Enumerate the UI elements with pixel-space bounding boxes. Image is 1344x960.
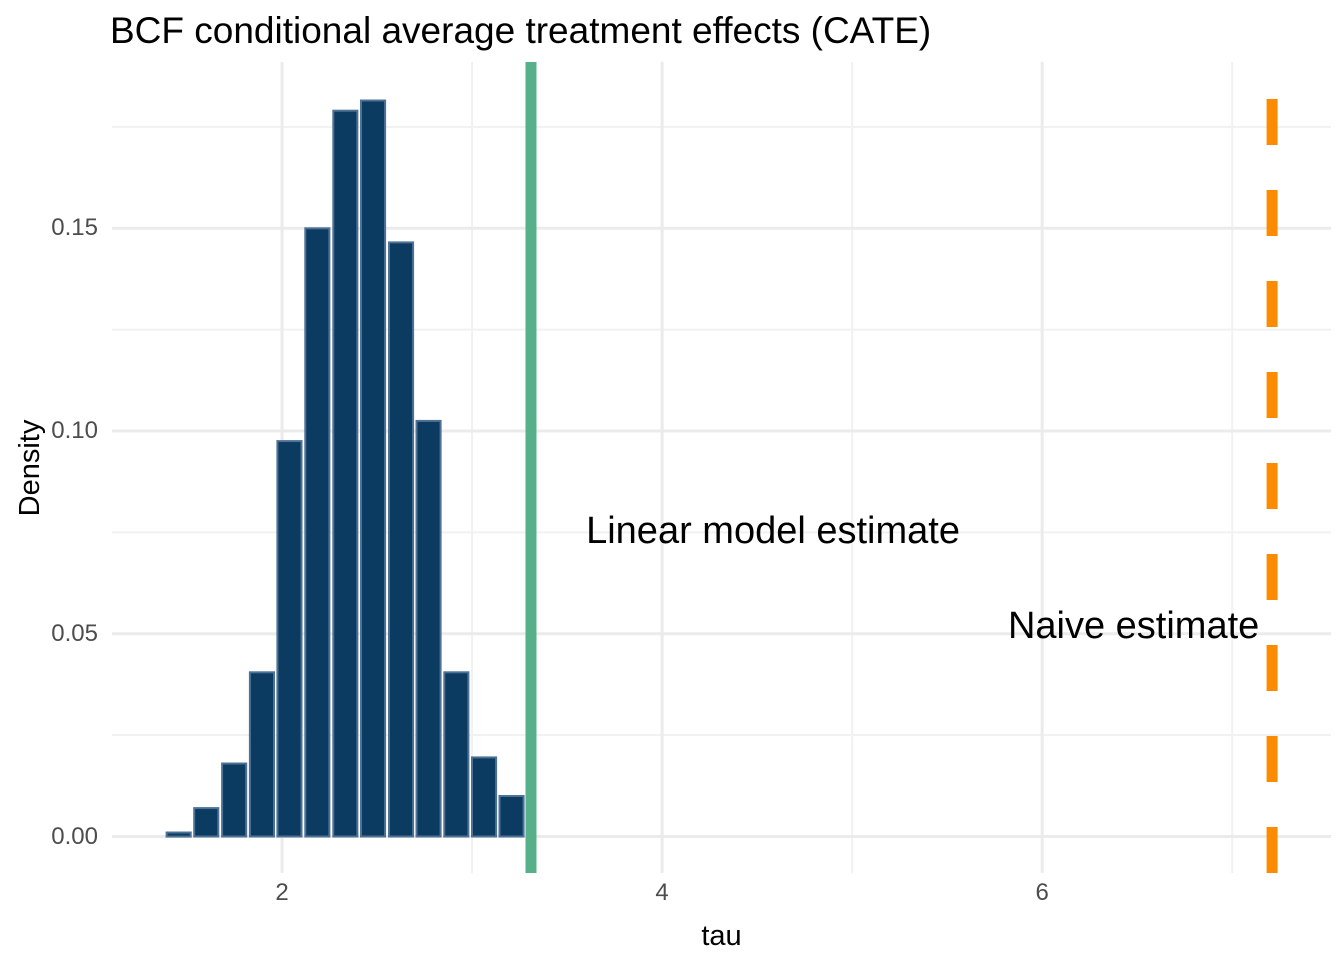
y-tick-label: 0.00 — [51, 822, 98, 850]
histogram-bar — [388, 241, 415, 838]
histogram-bar — [332, 109, 359, 838]
y-tick-label: 0.10 — [51, 417, 98, 444]
x-tick-label: 6 — [1035, 879, 1049, 906]
linear-model-estimate-label: Linear model estimate — [586, 510, 960, 553]
histogram-bar — [193, 807, 220, 838]
x-tick-label: 4 — [655, 879, 669, 906]
histogram-bar — [415, 419, 442, 838]
histogram-bar — [221, 762, 248, 838]
histogram-bar — [248, 671, 275, 838]
histogram-bar — [304, 227, 331, 838]
y-tick-label: 0.15 — [51, 214, 98, 242]
histogram-bar — [498, 795, 525, 838]
histogram-bar — [471, 756, 498, 838]
x-tick-label: 2 — [275, 879, 289, 906]
naive-estimate-label: Naive estimate — [1007, 605, 1260, 648]
histogram-bar — [443, 671, 470, 838]
histogram-bar — [276, 440, 303, 838]
histogram-bar — [165, 831, 192, 838]
chart-title: BCF conditional average treatment effect… — [110, 10, 932, 51]
x-axis-title: tau — [701, 920, 742, 952]
histogram-bar — [360, 99, 387, 838]
y-tick-label: 0.05 — [51, 619, 98, 647]
